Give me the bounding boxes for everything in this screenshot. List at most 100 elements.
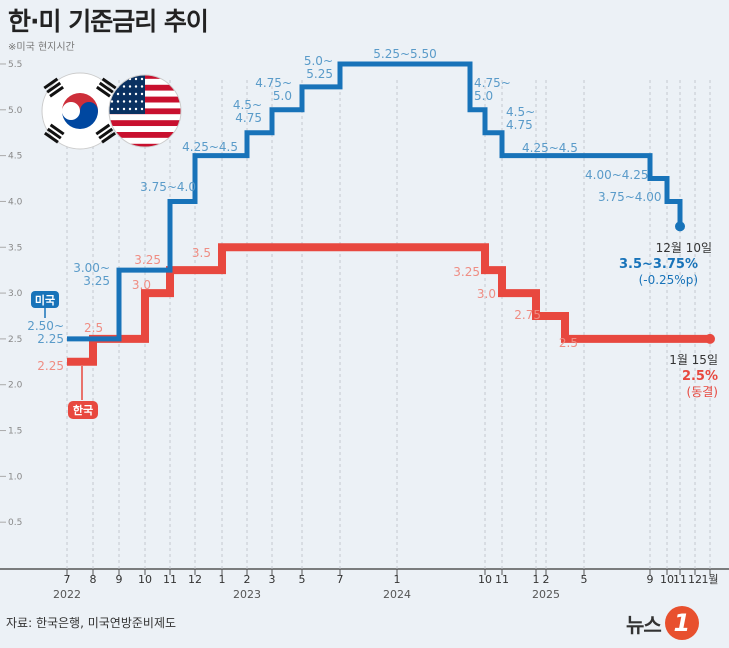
us-stripe [109,137,181,144]
us-star [140,107,144,111]
us-star [122,100,126,103]
x-tick-label: 8 [90,573,97,586]
us-stripe [109,120,181,127]
y-tick-label: 1.5 [8,427,22,437]
x-tick-label: 11 [495,573,509,586]
us-data-label: 4.75 [235,111,262,125]
trigram-bar [98,127,114,140]
logo-text: 뉴스 [626,612,662,637]
usa-flag-ring [108,74,182,148]
us-star [122,107,126,111]
x-tick-label: 11 [163,573,177,586]
source-note: 자료: 한국은행, 미국연방준비제도 [6,616,177,630]
us-data-label: 5.0~ [304,54,333,68]
us-star [122,92,126,96]
trigram-bar [101,77,117,90]
y-tick-label: 4.5 [8,152,22,162]
x-tick-label: 12 [188,573,202,586]
year-label: 2022 [53,588,81,601]
us-star [140,100,144,103]
legend-us: 미국 [31,291,59,318]
x-tick-label: 3 [269,573,276,586]
us-star [140,77,144,81]
kr-data-label: 2.5 [559,336,578,350]
y-tick-label: 4.0 [8,197,23,207]
us-star [122,85,126,88]
us-star [122,77,126,81]
korea-flag-trigram [43,77,64,98]
us-star [134,100,138,103]
us-star [116,100,120,103]
kr-annotation-rate: 2.5% [682,369,718,384]
us-star [128,107,132,111]
x-tick-label: 10 [660,573,674,586]
y-tick-label: 1.0 [8,472,23,482]
korea-flag-trigram [96,77,117,98]
trigram-bar [49,123,65,136]
us-stripe [109,132,181,138]
kr-end-dot [705,333,715,344]
y-tick-label: 3.5 [8,243,22,253]
logo-badge: 1 [664,606,699,640]
us-stripe [109,114,181,121]
kr-data-label: 2.5 [84,321,103,335]
us-data-label: 4.00~4.25 [585,168,649,182]
us-annotation-rate: 3.5~3.75% [619,257,698,272]
x-tick-label: 1 [533,573,540,586]
x-tick-label: 7 [64,573,71,586]
timezone-note: ※미국 현지시간 [8,42,75,53]
trigram-bar [49,85,64,98]
kr-data-label: 2.25 [37,359,64,373]
us-star [110,107,114,111]
chart-title: 한·미 기준금리 추이 [8,7,209,36]
x-tick-label: 5 [299,573,306,586]
us-data-label: 4.5~ [506,105,535,119]
y-tick-label: 2.0 [8,381,23,391]
trigram-bar [43,77,59,90]
kr-data-label: 3.25 [134,253,161,267]
trigram-bar [95,123,111,136]
us-stripe [109,126,181,132]
kr-data-label: 3.0 [132,278,151,292]
us-data-label: 3.00~ [73,261,110,275]
legend-kr: 한국 [68,366,98,419]
x-tick-label: 5 [581,573,588,586]
us-star [128,85,132,88]
x-tick-label: 9 [116,573,123,586]
us-data-label: 3.25 [83,274,110,288]
us-star [116,107,120,111]
usa-flag-icon [108,74,182,148]
us-star [134,85,138,88]
trigram-bar [46,81,62,94]
us-data-label: 2.25 [37,332,64,346]
trigram-bar [96,85,111,98]
kr-data-label: 3.0 [477,287,496,301]
kr-data-label: 3.25 [453,265,480,279]
us-star [140,85,144,88]
y-tick-label: 3.0 [8,289,23,299]
us-data-label: 5.0 [273,89,292,103]
x-tick-label: 1 [394,573,401,586]
x-tick-label: 2 [244,573,251,586]
us-data-label: 3.75~4.00 [598,190,662,204]
us-rate-line [67,61,683,342]
x-tick-label: 11 [673,573,687,586]
us-data-label: 5.25~5.50 [373,47,437,61]
y-tick-label: 0.5 [8,518,22,528]
kr-annotation-change: (동결) [687,385,718,399]
trigram-bar [46,127,62,140]
year-label: 2023 [233,588,261,601]
legend-kr-label: 한국 [73,403,93,417]
year-label: 2025 [532,588,560,601]
us-data-label: 4.25~4.5 [522,141,578,155]
korea-flag-trigram [44,123,65,144]
us-star [134,92,138,96]
x-tick-label: 1월 [701,573,718,586]
legend-us-label: 미국 [35,293,55,307]
us-data-label: 4.75 [506,118,533,132]
us-data-label: 5.25 [306,67,333,81]
us-data-label: 4.75~ [474,76,511,90]
us-data-label: 5.0 [474,89,493,103]
us-data-label: 3.75~4.0 [140,180,196,194]
